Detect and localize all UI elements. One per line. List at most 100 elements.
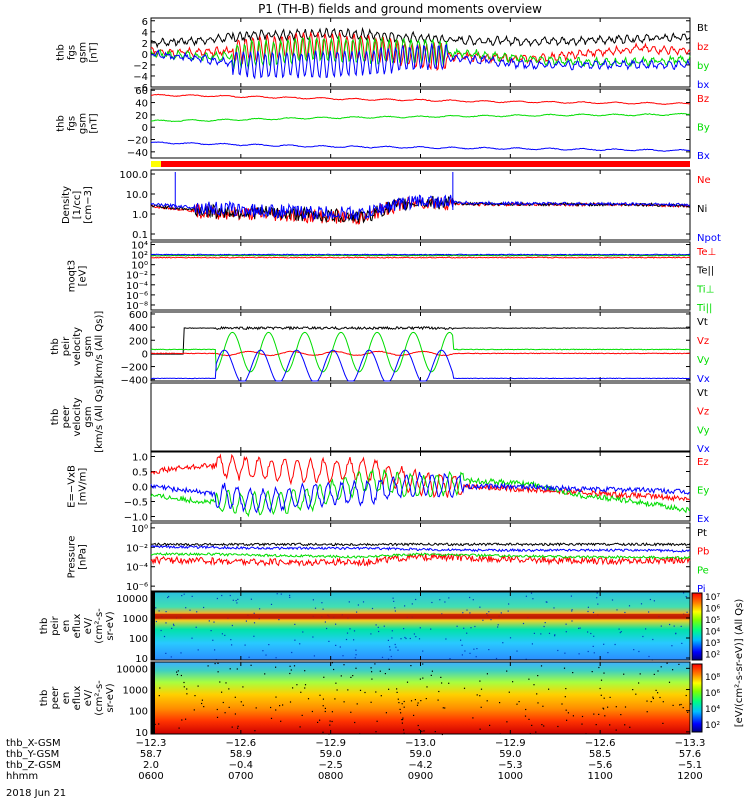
ylabel-line: eV/ — [83, 689, 94, 706]
figure-title: P1 (TH-B) fields and ground moments over… — [258, 2, 542, 16]
ylabel-line: [nT] — [89, 42, 100, 62]
legend-by: by — [697, 61, 709, 72]
spectrogram-speckle — [486, 673, 488, 675]
spectrogram-speckle — [660, 666, 662, 668]
ytick-label: −6 — [133, 83, 148, 94]
ytick-label: 100 — [129, 634, 148, 645]
spectrogram-speckle — [398, 702, 400, 704]
spectrogram-speckle — [416, 704, 419, 706]
spectrogram-fill — [151, 592, 690, 660]
spectrogram-speckle — [289, 594, 291, 596]
footer-value: −0.4 — [229, 760, 253, 771]
spectrogram-speckle — [462, 612, 464, 614]
footer-value: −5.1 — [678, 760, 702, 771]
spectrogram-speckle — [399, 708, 401, 710]
spectrogram-speckle — [165, 652, 167, 654]
footer-row-label: hhmm — [6, 771, 38, 782]
spectrogram-speckle — [196, 611, 198, 613]
spectrogram-speckle — [499, 702, 501, 704]
spectrogram-speckle — [353, 630, 356, 632]
spectrogram-speckle — [331, 720, 333, 723]
ylabel-line: sr-eV) — [105, 611, 116, 640]
ytick-label: 20 — [135, 111, 148, 122]
spectrogram-speckle — [437, 699, 439, 701]
spectrogram-speckle — [335, 682, 337, 684]
spectrogram-speckle — [635, 693, 637, 695]
legend-Vx: Vx — [697, 374, 710, 385]
spectrogram-speckle — [299, 643, 301, 645]
colorbar-tick-label: 10⁴ — [705, 705, 720, 715]
ytick-label: 10.0 — [126, 190, 148, 201]
footer-value: 59.0 — [320, 749, 342, 760]
spectrogram-speckle — [646, 700, 648, 702]
spectrogram-speckle — [518, 701, 520, 703]
spectrogram-speckle — [388, 688, 390, 690]
spectrogram-speckle — [681, 642, 683, 644]
spectrogram-speckle — [389, 646, 391, 648]
footer-value: −5.3 — [498, 760, 522, 771]
spectrogram-speckle — [537, 702, 539, 704]
spectrogram-speckle — [228, 688, 230, 690]
spectrogram-speckle — [289, 596, 291, 598]
ytick-label: −1.0 — [124, 513, 148, 524]
panel-7: 1.0 0.5 0.0 −0.5 −1.0 E=−VxB [mV/m] Ez Ey Ex — [67, 451, 709, 525]
spectrogram-speckle — [245, 620, 247, 622]
spectrogram-speckle — [479, 606, 481, 608]
spectrogram-speckle — [679, 704, 681, 706]
legend-Ti⊥: Ti⊥ — [696, 284, 714, 295]
colorbar-tick-label: 10⁸ — [705, 673, 720, 683]
trace-Pe — [150, 551, 691, 560]
trace-Pt — [151, 542, 691, 547]
spectrogram-speckle — [319, 694, 321, 696]
spectrogram-speckle — [355, 649, 357, 651]
spectrogram-speckle — [533, 684, 535, 686]
spectrogram-speckle — [380, 695, 382, 697]
spectrogram-speckle — [311, 710, 313, 713]
panel-frame — [150, 382, 691, 452]
spectrogram-speckle — [502, 642, 504, 644]
spectrogram-speckle — [389, 649, 391, 651]
legend-Bz: Bz — [697, 94, 709, 105]
spectrogram-speckle — [528, 678, 530, 680]
spectrogram-speckle — [221, 633, 223, 635]
spectrogram-speckle — [402, 718, 404, 721]
spectrogram-speckle — [593, 713, 595, 715]
legend-Ni: Ni — [697, 204, 707, 215]
spectrogram-speckle — [289, 665, 291, 667]
spectrogram-speckle — [464, 650, 466, 652]
legend-Bt: Bt — [697, 23, 708, 34]
footer-value: −2.5 — [319, 760, 343, 771]
spectrogram-speckle — [194, 695, 196, 697]
spectrogram-speckle — [214, 649, 216, 651]
ytick-label: 10⁻⁶ — [126, 291, 148, 302]
spectrogram-speckle — [590, 632, 592, 635]
spectrogram-speckle — [480, 688, 483, 690]
spectrogram-speckle — [461, 644, 463, 646]
footer-value: 0800 — [318, 771, 343, 782]
spectrogram-speckle — [299, 726, 301, 728]
spectrogram-speckle — [229, 594, 231, 597]
legend-Pt: Pt — [697, 528, 707, 539]
spectrogram-speckle — [445, 638, 447, 640]
trace-Vz — [150, 350, 691, 357]
ytick-label: 0 — [142, 349, 148, 360]
spectrogram-speckle — [565, 688, 567, 690]
spectrogram-speckle — [587, 650, 589, 653]
ytick-label: 10⁰ — [131, 524, 148, 535]
spectrogram-speckle — [231, 624, 233, 627]
spectrogram-speckle — [172, 623, 175, 625]
spectrogram-speckle — [313, 655, 315, 657]
spectrogram-speckle — [542, 705, 544, 707]
spectrogram-speckle — [609, 696, 611, 698]
spectrogram-speckle — [392, 597, 394, 599]
spectrogram-speckle — [217, 662, 219, 664]
spectrogram-speckle — [406, 681, 409, 683]
spectrogram-speckle — [181, 595, 183, 597]
legend-By: By — [697, 123, 710, 134]
spectrogram-speckle — [280, 593, 282, 595]
spectrogram-speckle — [158, 610, 160, 612]
spectrogram-speckle — [276, 593, 278, 595]
spectrogram-speckle — [624, 724, 626, 726]
spectrogram-speckle — [578, 653, 580, 655]
